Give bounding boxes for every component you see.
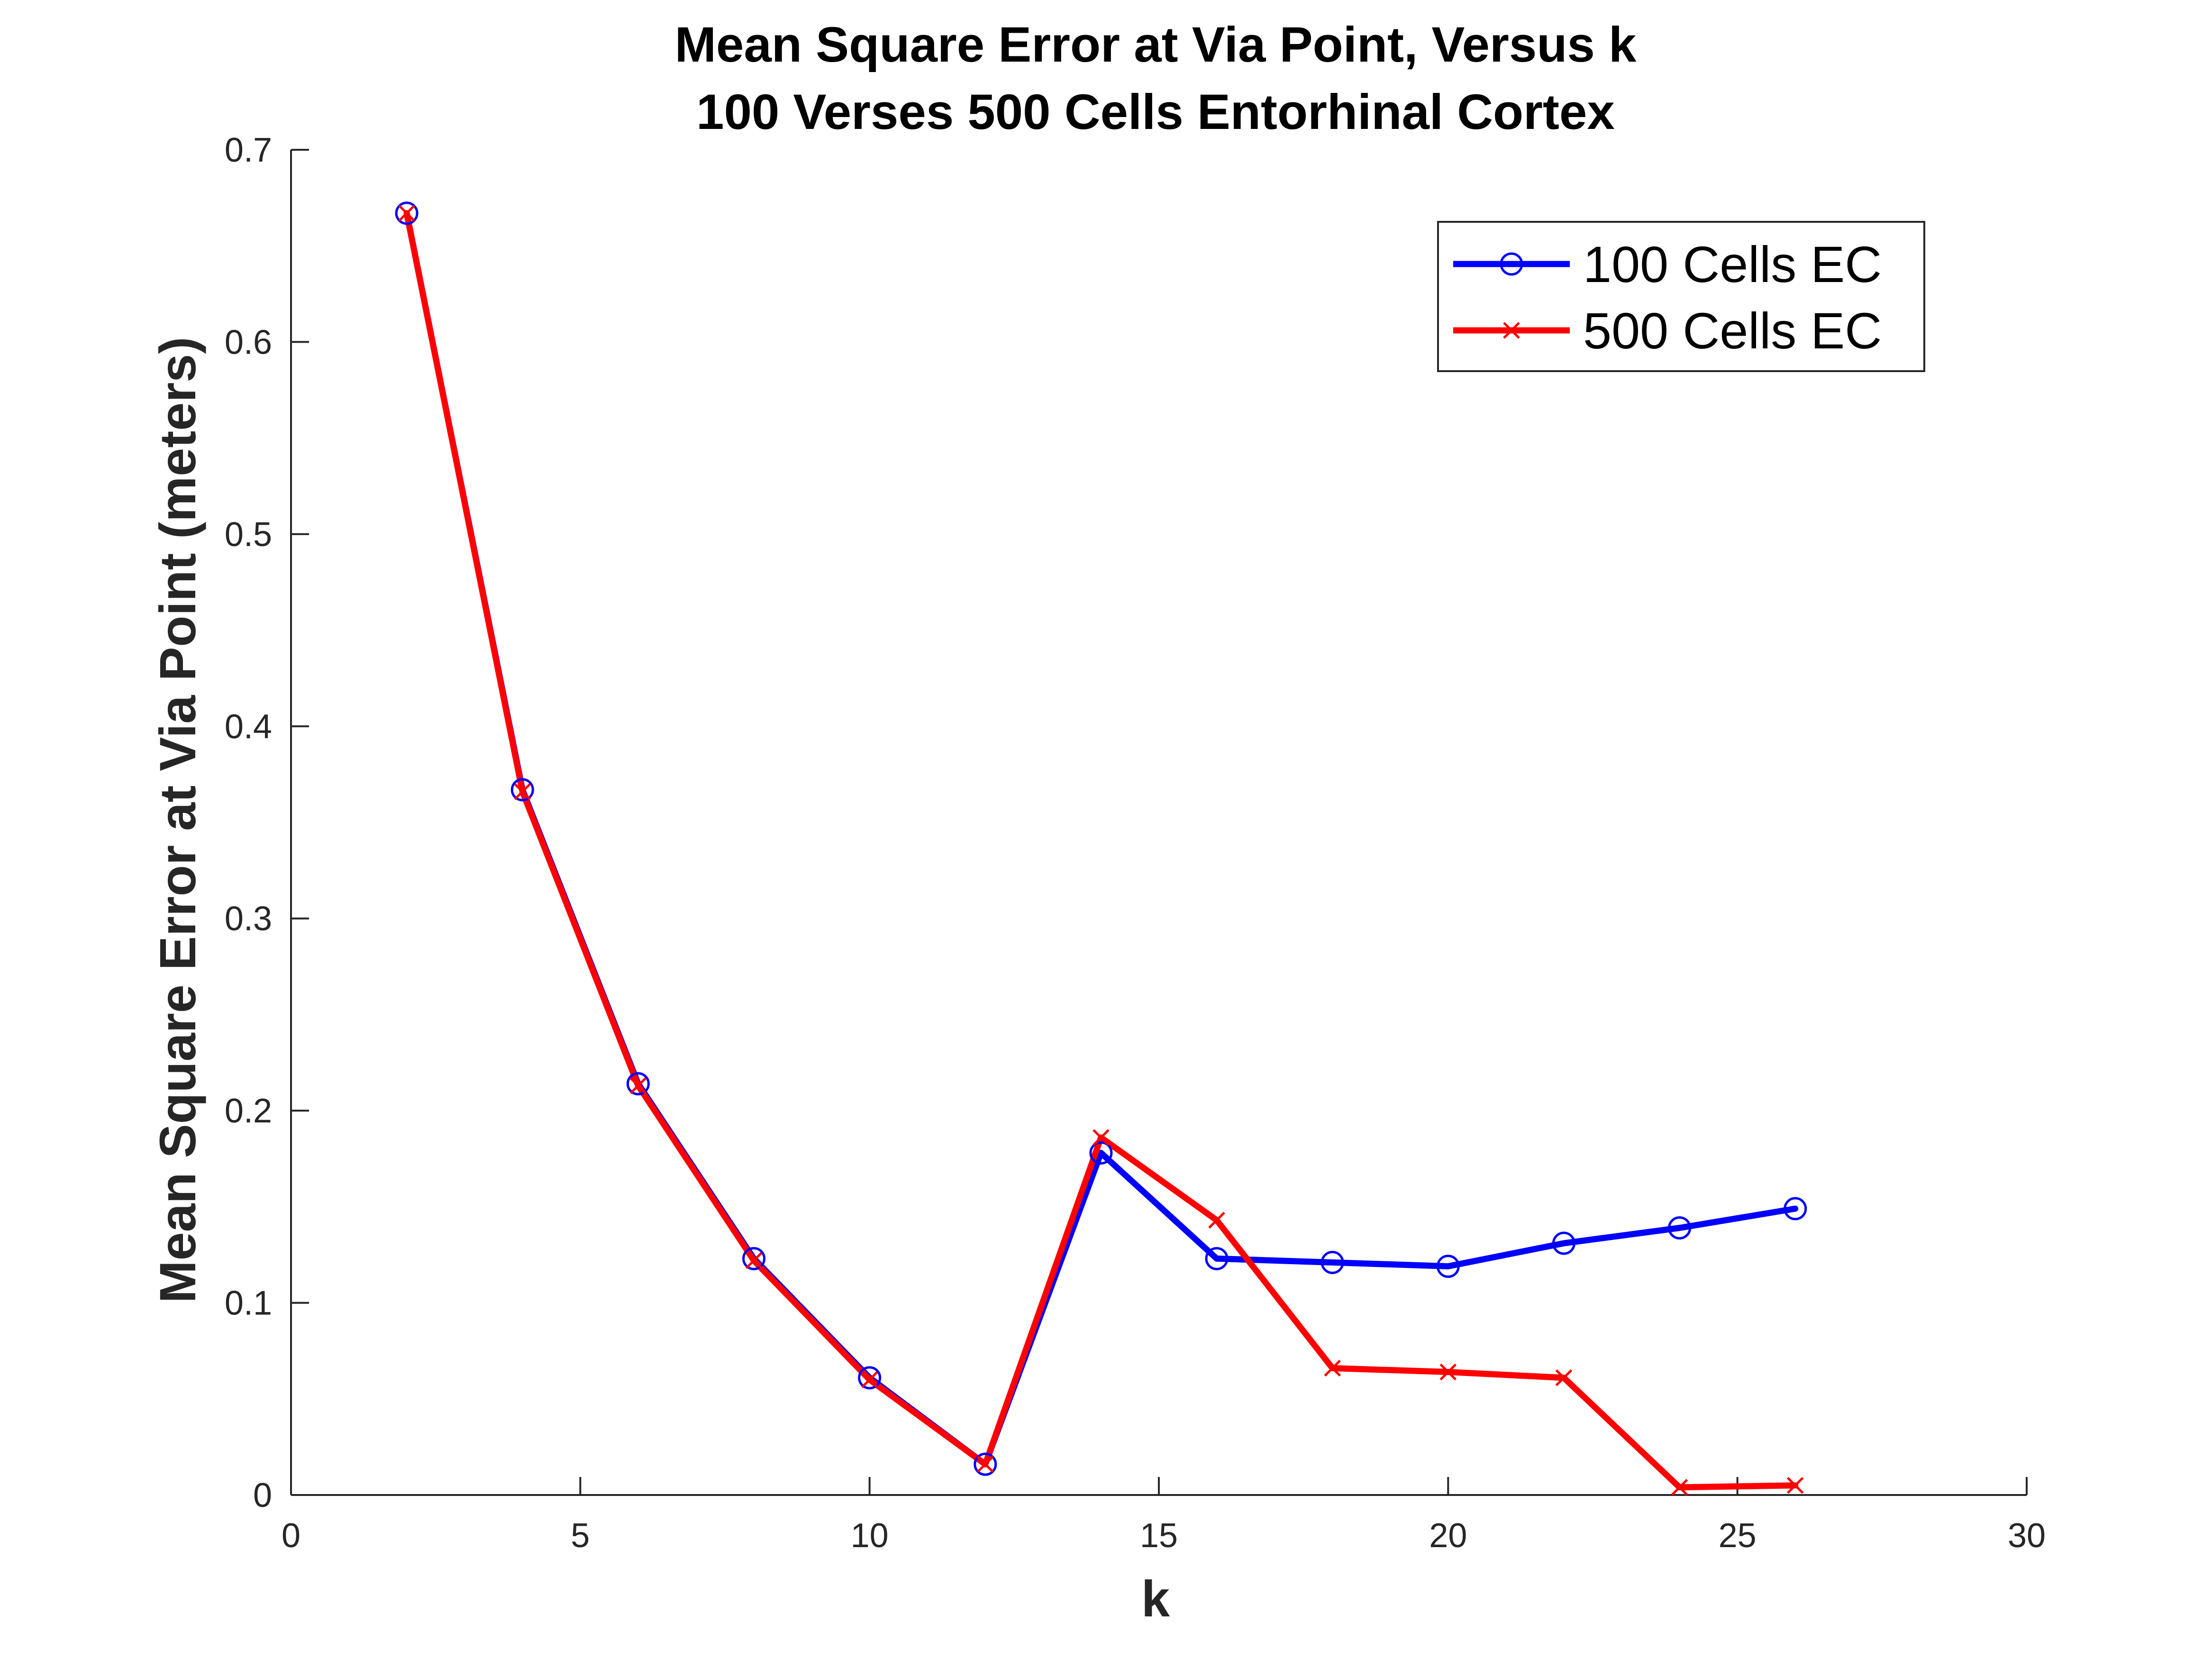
data-point-100-cells-ec	[1668, 1216, 1692, 1240]
data-point-100-cells-ec	[1552, 1231, 1575, 1255]
data-point-500-cells-ec-stroke	[1555, 1369, 1573, 1386]
data-point-500-cells-ec	[1324, 1359, 1341, 1377]
data-point-500-cells-ec-stroke	[1786, 1477, 1804, 1494]
legend-entry-500-cells-ec: 500 Cells EC	[1453, 302, 1882, 359]
data-point-500-cells-ec-stroke	[1671, 1479, 1688, 1496]
x-tick-label: 10	[851, 1517, 889, 1555]
y-axis-label: Mean Square Error at Via Point (meters)	[149, 337, 206, 1304]
plot-markers	[395, 201, 1807, 1496]
data-point-500-cells-ec-stroke	[977, 1456, 994, 1473]
legend-entries: 100 Cells EC 500 Cells EC	[1453, 236, 1882, 359]
legend-label: 100 Cells EC	[1583, 236, 1882, 293]
data-point-500-cells-ec	[977, 1456, 994, 1473]
data-point-500-cells-ec-stroke	[1092, 1129, 1110, 1146]
y-tick-label: 0	[253, 1477, 272, 1514]
data-point-500-cells-ec-stroke	[1439, 1363, 1457, 1381]
x-tick-label: 25	[1719, 1517, 1757, 1555]
legend-box	[1437, 221, 1925, 372]
legend-swatch-marker	[1500, 252, 1523, 276]
data-point-500-cells-ec-stroke	[861, 1371, 878, 1388]
data-point-500-cells-ec	[745, 1252, 763, 1269]
data-point-100-cells-ec	[1784, 1197, 1807, 1221]
chart-title: Mean Square Error at Via Point, Versus k	[675, 17, 1637, 73]
data-point-500-cells-ec-stroke	[629, 1077, 647, 1094]
axes: 0 5 10 15 20 25 30 0 0.1 0.2 0.3 0.4 0.5 0.6 0.7	[225, 131, 2046, 1555]
x-axis-label: k	[1141, 1570, 1170, 1627]
legend-entry-100-cells-ec: 100 Cells EC	[1453, 236, 1882, 293]
data-point-500-cells-ec	[1208, 1212, 1225, 1229]
x-tick-label: 15	[1140, 1517, 1178, 1555]
data-point-100-cells-ec	[626, 1072, 650, 1095]
data-point-500-cells-ec	[1092, 1129, 1110, 1146]
data-point-500-cells-ec	[1439, 1363, 1457, 1381]
y-tick-label: 0.3	[225, 900, 272, 938]
chart-subtitle: 100 Verses 500 Cells Entorhinal Cortex	[696, 84, 1615, 140]
data-point-100-cells-ec	[1089, 1141, 1113, 1165]
y-tick-label: 0.2	[225, 1092, 272, 1130]
x-tick-label: 20	[1429, 1517, 1467, 1555]
data-point-500-cells-ec-stroke	[398, 205, 415, 222]
y-tick-label: 0.7	[225, 131, 272, 169]
data-point-500-cells-ec	[398, 205, 415, 222]
y-tick-label: 0.1	[225, 1285, 272, 1322]
data-point-500-cells-ec-stroke	[1208, 1212, 1225, 1229]
data-point-100-cells-ec	[395, 201, 419, 225]
data-point-500-cells-ec	[629, 1077, 647, 1094]
data-point-500-cells-ec-stroke	[1324, 1359, 1341, 1377]
legend: 100 Cells EC 500 Cells EC	[1437, 221, 1925, 372]
x-tick-label: 0	[282, 1517, 300, 1555]
data-point-500-cells-ec-stroke	[514, 783, 531, 800]
data-point-500-cells-ec	[861, 1371, 878, 1388]
data-point-500-cells-ec	[1786, 1477, 1804, 1494]
y-tick-label: 0.6	[225, 323, 272, 361]
data-point-100-cells-ec	[742, 1247, 766, 1270]
y-tick-label: 0.4	[225, 708, 272, 746]
y-tick-label: 0.5	[225, 516, 272, 554]
data-point-100-cells-ec	[1320, 1250, 1344, 1274]
x-tick-label: 5	[571, 1517, 590, 1555]
data-point-500-cells-ec	[1555, 1369, 1573, 1386]
data-point-100-cells-ec	[510, 778, 534, 802]
data-point-500-cells-ec	[1671, 1479, 1688, 1496]
data-point-100-cells-ec	[1205, 1247, 1229, 1270]
legend-swatch-marker-stroke	[1503, 322, 1520, 339]
legend-swatch-marker	[1503, 322, 1520, 339]
legend-label: 500 Cells EC	[1583, 302, 1882, 359]
x-tick-label: 30	[2008, 1517, 2046, 1555]
data-point-100-cells-ec	[974, 1452, 997, 1476]
data-point-100-cells-ec	[1436, 1255, 1460, 1278]
data-point-500-cells-ec	[514, 783, 531, 800]
data-point-100-cells-ec	[858, 1366, 882, 1390]
data-point-500-cells-ec-stroke	[745, 1252, 763, 1269]
